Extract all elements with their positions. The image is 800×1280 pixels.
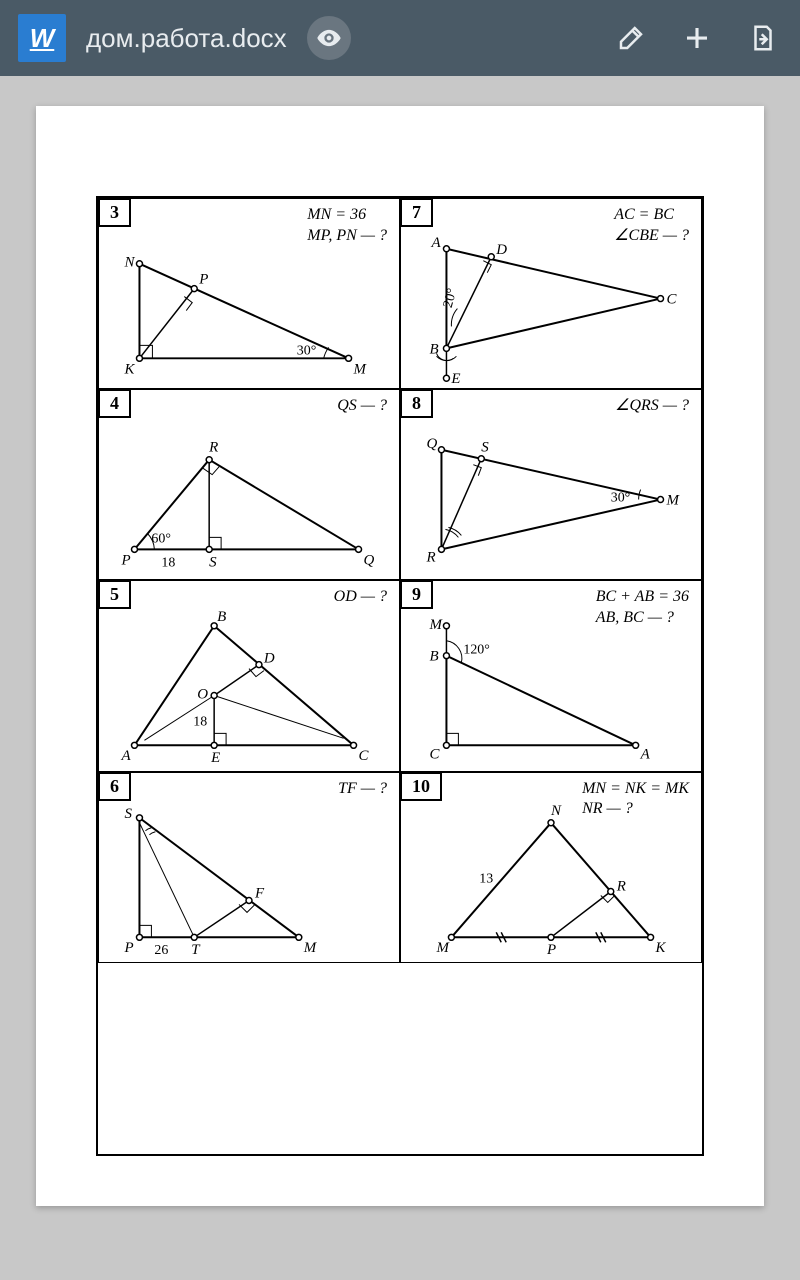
svg-text:120°: 120° [463, 643, 489, 658]
word-app-icon[interactable]: W [18, 14, 66, 62]
svg-text:M: M [303, 940, 318, 956]
svg-text:D: D [263, 651, 275, 667]
svg-text:D: D [495, 242, 507, 258]
problem-cell: 8 ∠QRS — ? Q S [400, 389, 702, 580]
page-area: 3 MN = 36 MP, PN — ? N P [0, 76, 800, 1236]
svg-text:F: F [254, 885, 265, 901]
svg-text:T: T [191, 942, 201, 958]
svg-text:A: A [640, 747, 651, 763]
svg-text:13: 13 [479, 871, 493, 886]
svg-text:18: 18 [193, 715, 207, 730]
problem-cell: 10 MN = NK = MK NR — ? N [400, 772, 702, 963]
svg-text:M: M [666, 493, 681, 509]
svg-text:30°: 30° [297, 343, 317, 358]
svg-text:Q: Q [427, 436, 438, 452]
svg-text:B: B [217, 609, 226, 625]
svg-text:M: M [353, 361, 368, 377]
svg-text:K: K [124, 361, 136, 377]
svg-text:C: C [667, 292, 678, 308]
svg-text:R: R [208, 440, 218, 456]
problem-cell: 7 AC = BC ∠CBE — ? [400, 198, 702, 389]
svg-text:E: E [210, 751, 220, 767]
plus-icon [682, 23, 712, 53]
svg-text:C: C [430, 747, 441, 763]
svg-text:A: A [121, 749, 132, 765]
svg-text:A: A [431, 235, 442, 251]
svg-text:M: M [435, 940, 450, 956]
svg-text:R: R [426, 549, 436, 565]
edit-button[interactable] [612, 19, 650, 57]
pencil-icon [616, 23, 646, 53]
diagram: N R M P K 13 [401, 773, 701, 962]
svg-text:C: C [359, 749, 370, 765]
svg-text:S: S [125, 805, 133, 821]
svg-text:O: O [197, 687, 208, 703]
worksheet-grid: 3 MN = 36 MP, PN — ? N P [96, 196, 704, 1156]
svg-text:M: M [429, 617, 444, 633]
svg-text:60°: 60° [151, 532, 171, 547]
svg-text:P: P [198, 272, 208, 288]
svg-text:Q: Q [364, 552, 375, 568]
page-arrow-icon [748, 23, 778, 53]
svg-text:K: K [655, 940, 667, 956]
svg-text:B: B [430, 341, 439, 357]
svg-text:B: B [430, 649, 439, 665]
diagram: M B C A 120° [401, 581, 701, 770]
diagram: S F P T M 26 [99, 773, 399, 962]
svg-text:P: P [546, 942, 556, 958]
svg-text:S: S [209, 554, 217, 570]
problem-cell: 6 TF — ? [98, 772, 400, 963]
view-mode-button[interactable] [307, 16, 351, 60]
svg-text:20°: 20° [441, 287, 461, 310]
svg-text:18: 18 [161, 555, 175, 570]
export-button[interactable] [744, 19, 782, 57]
diagram: Q S M R 30° [401, 390, 701, 579]
problem-cell: 3 MN = 36 MP, PN — ? N P [98, 198, 400, 389]
diagram: R P S Q 60° 18 [99, 390, 399, 579]
svg-text:S: S [481, 440, 489, 456]
document-title: дом.работа.docx [86, 23, 287, 54]
svg-text:30°: 30° [611, 491, 631, 506]
problem-cell: 4 QS — ? R P S [98, 389, 400, 580]
svg-text:26: 26 [154, 943, 168, 958]
svg-text:R: R [616, 878, 626, 894]
svg-text:N: N [124, 255, 136, 271]
eye-icon [315, 24, 343, 52]
problem-cell: 5 OD — ? [98, 580, 400, 771]
diagram: N P K M 30° [99, 199, 399, 388]
document-page: 3 MN = 36 MP, PN — ? N P [36, 106, 764, 1206]
svg-text:N: N [550, 802, 562, 818]
diagram: A D C B E 20° [401, 199, 701, 388]
problem-cell: 9 BC + AB = 36 AB, BC — ? M B C [400, 580, 702, 771]
svg-text:P: P [124, 940, 134, 956]
toolbar: W дом.работа.docx [0, 0, 800, 76]
diagram: B D O A E C 18 [99, 581, 399, 770]
add-button[interactable] [678, 19, 716, 57]
svg-text:P: P [121, 552, 131, 568]
svg-text:E: E [450, 371, 460, 387]
